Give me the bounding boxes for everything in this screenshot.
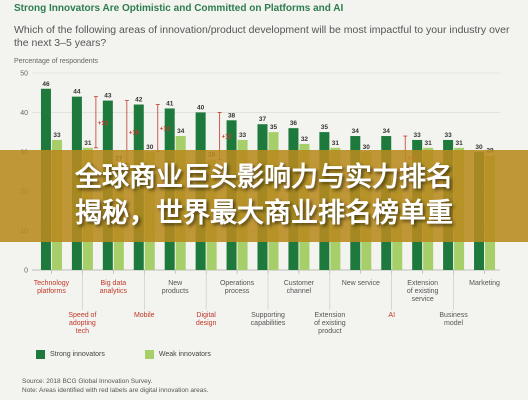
- y-tick-label: 50: [20, 71, 28, 78]
- x-category-label: Digital design: [196, 312, 217, 327]
- legend: Strong innovators Weak innovators: [36, 350, 211, 359]
- x-category-label: Mobile: [134, 312, 155, 319]
- legend-item-strong: Strong innovators: [36, 350, 105, 359]
- data-label-weak: 31: [455, 140, 463, 147]
- y-tick-label: 0: [24, 268, 28, 275]
- data-label-strong: 41: [166, 100, 174, 107]
- y-tick-label: 40: [20, 110, 28, 117]
- data-label-strong: 33: [414, 132, 422, 139]
- data-label-strong: 42: [135, 97, 143, 104]
- data-label-strong: 33: [444, 132, 452, 139]
- data-label-strong: 35: [321, 124, 329, 131]
- note-text: Note: Areas identified with red labels a…: [22, 387, 209, 394]
- x-category-label: New service: [342, 280, 380, 287]
- legend-label-weak: Weak innovators: [158, 351, 211, 358]
- x-category-label: Supporting capabilities: [251, 312, 286, 327]
- x-category-label: Business model: [439, 312, 468, 327]
- legend-swatch-weak: [144, 350, 154, 359]
- gap-label: +12: [222, 135, 233, 141]
- data-label-weak: 34: [177, 128, 185, 135]
- legend-label-strong: Strong innovators: [50, 351, 105, 358]
- x-category-label: New products: [162, 280, 189, 295]
- data-label-weak: 30: [146, 144, 154, 151]
- gap-label: +16: [129, 131, 140, 137]
- gap-label: +12: [160, 127, 171, 133]
- data-label-weak: 33: [53, 132, 61, 139]
- data-label-weak: 30: [363, 144, 371, 151]
- data-label-strong: 38: [228, 112, 236, 119]
- data-label-strong: 44: [73, 89, 81, 96]
- y-axis-label: Percentage of respondents: [14, 58, 99, 65]
- data-label-strong: 34: [352, 128, 360, 135]
- banner-line-1: 全球商业巨头影响力与实力排名: [75, 162, 453, 193]
- x-category-label: Speed of adopting tech: [68, 312, 96, 335]
- data-label-weak: 32: [301, 136, 309, 143]
- chart-title: Strong Innovators Are Optimistic and Com…: [14, 3, 344, 14]
- data-label-strong: 43: [104, 93, 112, 100]
- overlay-banner: 全球商业巨头影响力与实力排名 揭秘，世界最大商业排名榜单重: [0, 150, 528, 242]
- data-label-strong: 40: [197, 104, 205, 111]
- source-note: Source: 2018 BCG Global Innovation Surve…: [22, 377, 208, 395]
- x-category-label: Extension of existing product: [314, 312, 346, 335]
- gap-label: +13: [98, 121, 109, 127]
- legend-item-weak: Weak innovators: [144, 350, 211, 359]
- chart-question: Which of the following areas of innovati…: [14, 24, 510, 49]
- x-category-label: Operations process: [220, 280, 255, 295]
- legend-swatch-strong: [36, 350, 45, 359]
- data-label-weak: 31: [332, 140, 340, 147]
- x-category-label: Big data analytics: [100, 280, 128, 295]
- data-label-weak: 33: [239, 132, 247, 139]
- x-category-label: Marketing: [469, 280, 500, 287]
- x-category-label: AI: [388, 312, 395, 319]
- data-label-weak: 35: [270, 124, 278, 131]
- data-label-strong: 34: [383, 128, 391, 135]
- data-label-strong: 30: [475, 144, 483, 151]
- data-label-weak: 31: [84, 140, 92, 147]
- banner-line-2: 揭秘，世界最大商业排名榜单重: [75, 198, 453, 229]
- source-text: Source: 2018 BCG Global Innovation Surve…: [22, 378, 153, 385]
- data-label-strong: 46: [42, 81, 50, 88]
- x-category-label: Technology platforms: [34, 280, 70, 295]
- x-category-label: Customer channel: [284, 280, 315, 295]
- data-label-strong: 37: [259, 116, 267, 123]
- x-category-label: Extension of existing service: [407, 280, 439, 303]
- data-label-strong: 36: [290, 120, 298, 127]
- data-label-weak: 31: [425, 140, 433, 147]
